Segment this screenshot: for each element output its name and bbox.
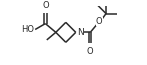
Text: N: N — [77, 28, 84, 37]
Text: O: O — [87, 47, 94, 56]
Text: O: O — [96, 17, 103, 26]
Text: HO: HO — [21, 25, 34, 34]
Text: O: O — [42, 1, 49, 10]
